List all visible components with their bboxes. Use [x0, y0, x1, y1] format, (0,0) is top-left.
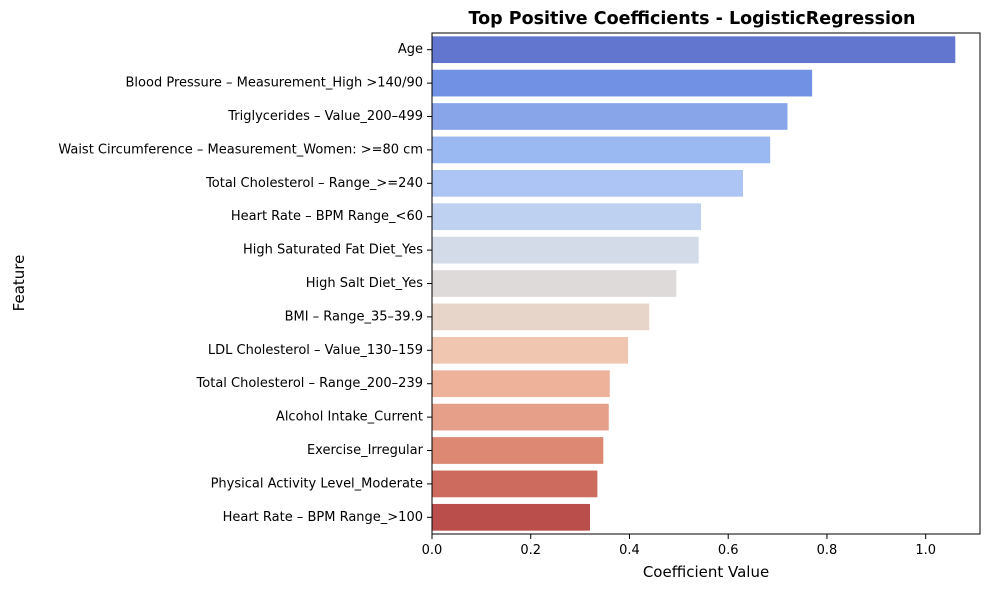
bar	[432, 470, 598, 498]
bar	[432, 437, 604, 464]
x-tick-label: 0.8	[817, 543, 838, 558]
bar	[432, 503, 590, 531]
y-tick-label: Heart Rate – BPM Range_<60	[231, 209, 423, 224]
y-tick-label: Total Cholesterol – Range_>=240	[205, 176, 423, 191]
y-tick-label: Triglycerides – Value_200–499	[227, 109, 423, 124]
y-tick-label: Waist Circumference – Measurement_Women:…	[58, 142, 423, 157]
bar	[432, 403, 609, 431]
bar	[432, 370, 610, 398]
category-labels-group: Age Blood Pressure – Measurement_High >14…	[58, 42, 432, 525]
y-tick-label: BMI – Range_35–39.9	[285, 309, 423, 324]
chart-title: Top Positive Coefficients - LogisticRegr…	[469, 9, 916, 29]
y-tick-label: Blood Pressure – Measurement_High >140/9…	[126, 76, 423, 91]
bar	[432, 36, 956, 64]
x-tick-label: 0.2	[520, 543, 541, 558]
bar	[432, 203, 702, 231]
y-tick-label: Exercise_Irregular	[307, 443, 424, 458]
x-tick-label: 0.4	[619, 543, 640, 558]
y-tick-label: Heart Rate – BPM Range_>100	[223, 510, 423, 525]
x-tick-label: 0.6	[718, 543, 739, 558]
y-tick-label: Physical Activity Level_Moderate	[211, 476, 423, 491]
x-ticks-group: 0.0 0.2 0.4 0.6 0.8 1.0	[422, 534, 936, 558]
y-tick-label: Total Cholesterol – Range_200–239	[196, 376, 423, 391]
y-axis-label: Feature	[10, 255, 28, 312]
bar	[432, 270, 677, 297]
bar	[432, 236, 699, 264]
bar	[432, 69, 813, 97]
plot-frame	[431, 32, 981, 535]
y-tick-label: High Saturated Fat Diet_Yes	[243, 243, 423, 258]
x-tick-label: 1.0	[915, 543, 936, 558]
y-tick-label: High Salt Diet_Yes	[306, 276, 424, 291]
bar	[432, 336, 628, 364]
y-tick-label: LDL Cholesterol – Value_130–159	[208, 343, 423, 358]
y-tick-label: Age	[398, 42, 423, 57]
bar	[432, 303, 650, 331]
bars-group	[432, 36, 956, 531]
bar	[432, 169, 744, 197]
bar	[432, 103, 788, 130]
x-axis-label: Coefficient Value	[643, 563, 769, 581]
bar	[432, 136, 771, 164]
y-tick-label: Alcohol Intake_Current	[276, 410, 423, 425]
x-tick-label: 0.0	[422, 543, 443, 558]
